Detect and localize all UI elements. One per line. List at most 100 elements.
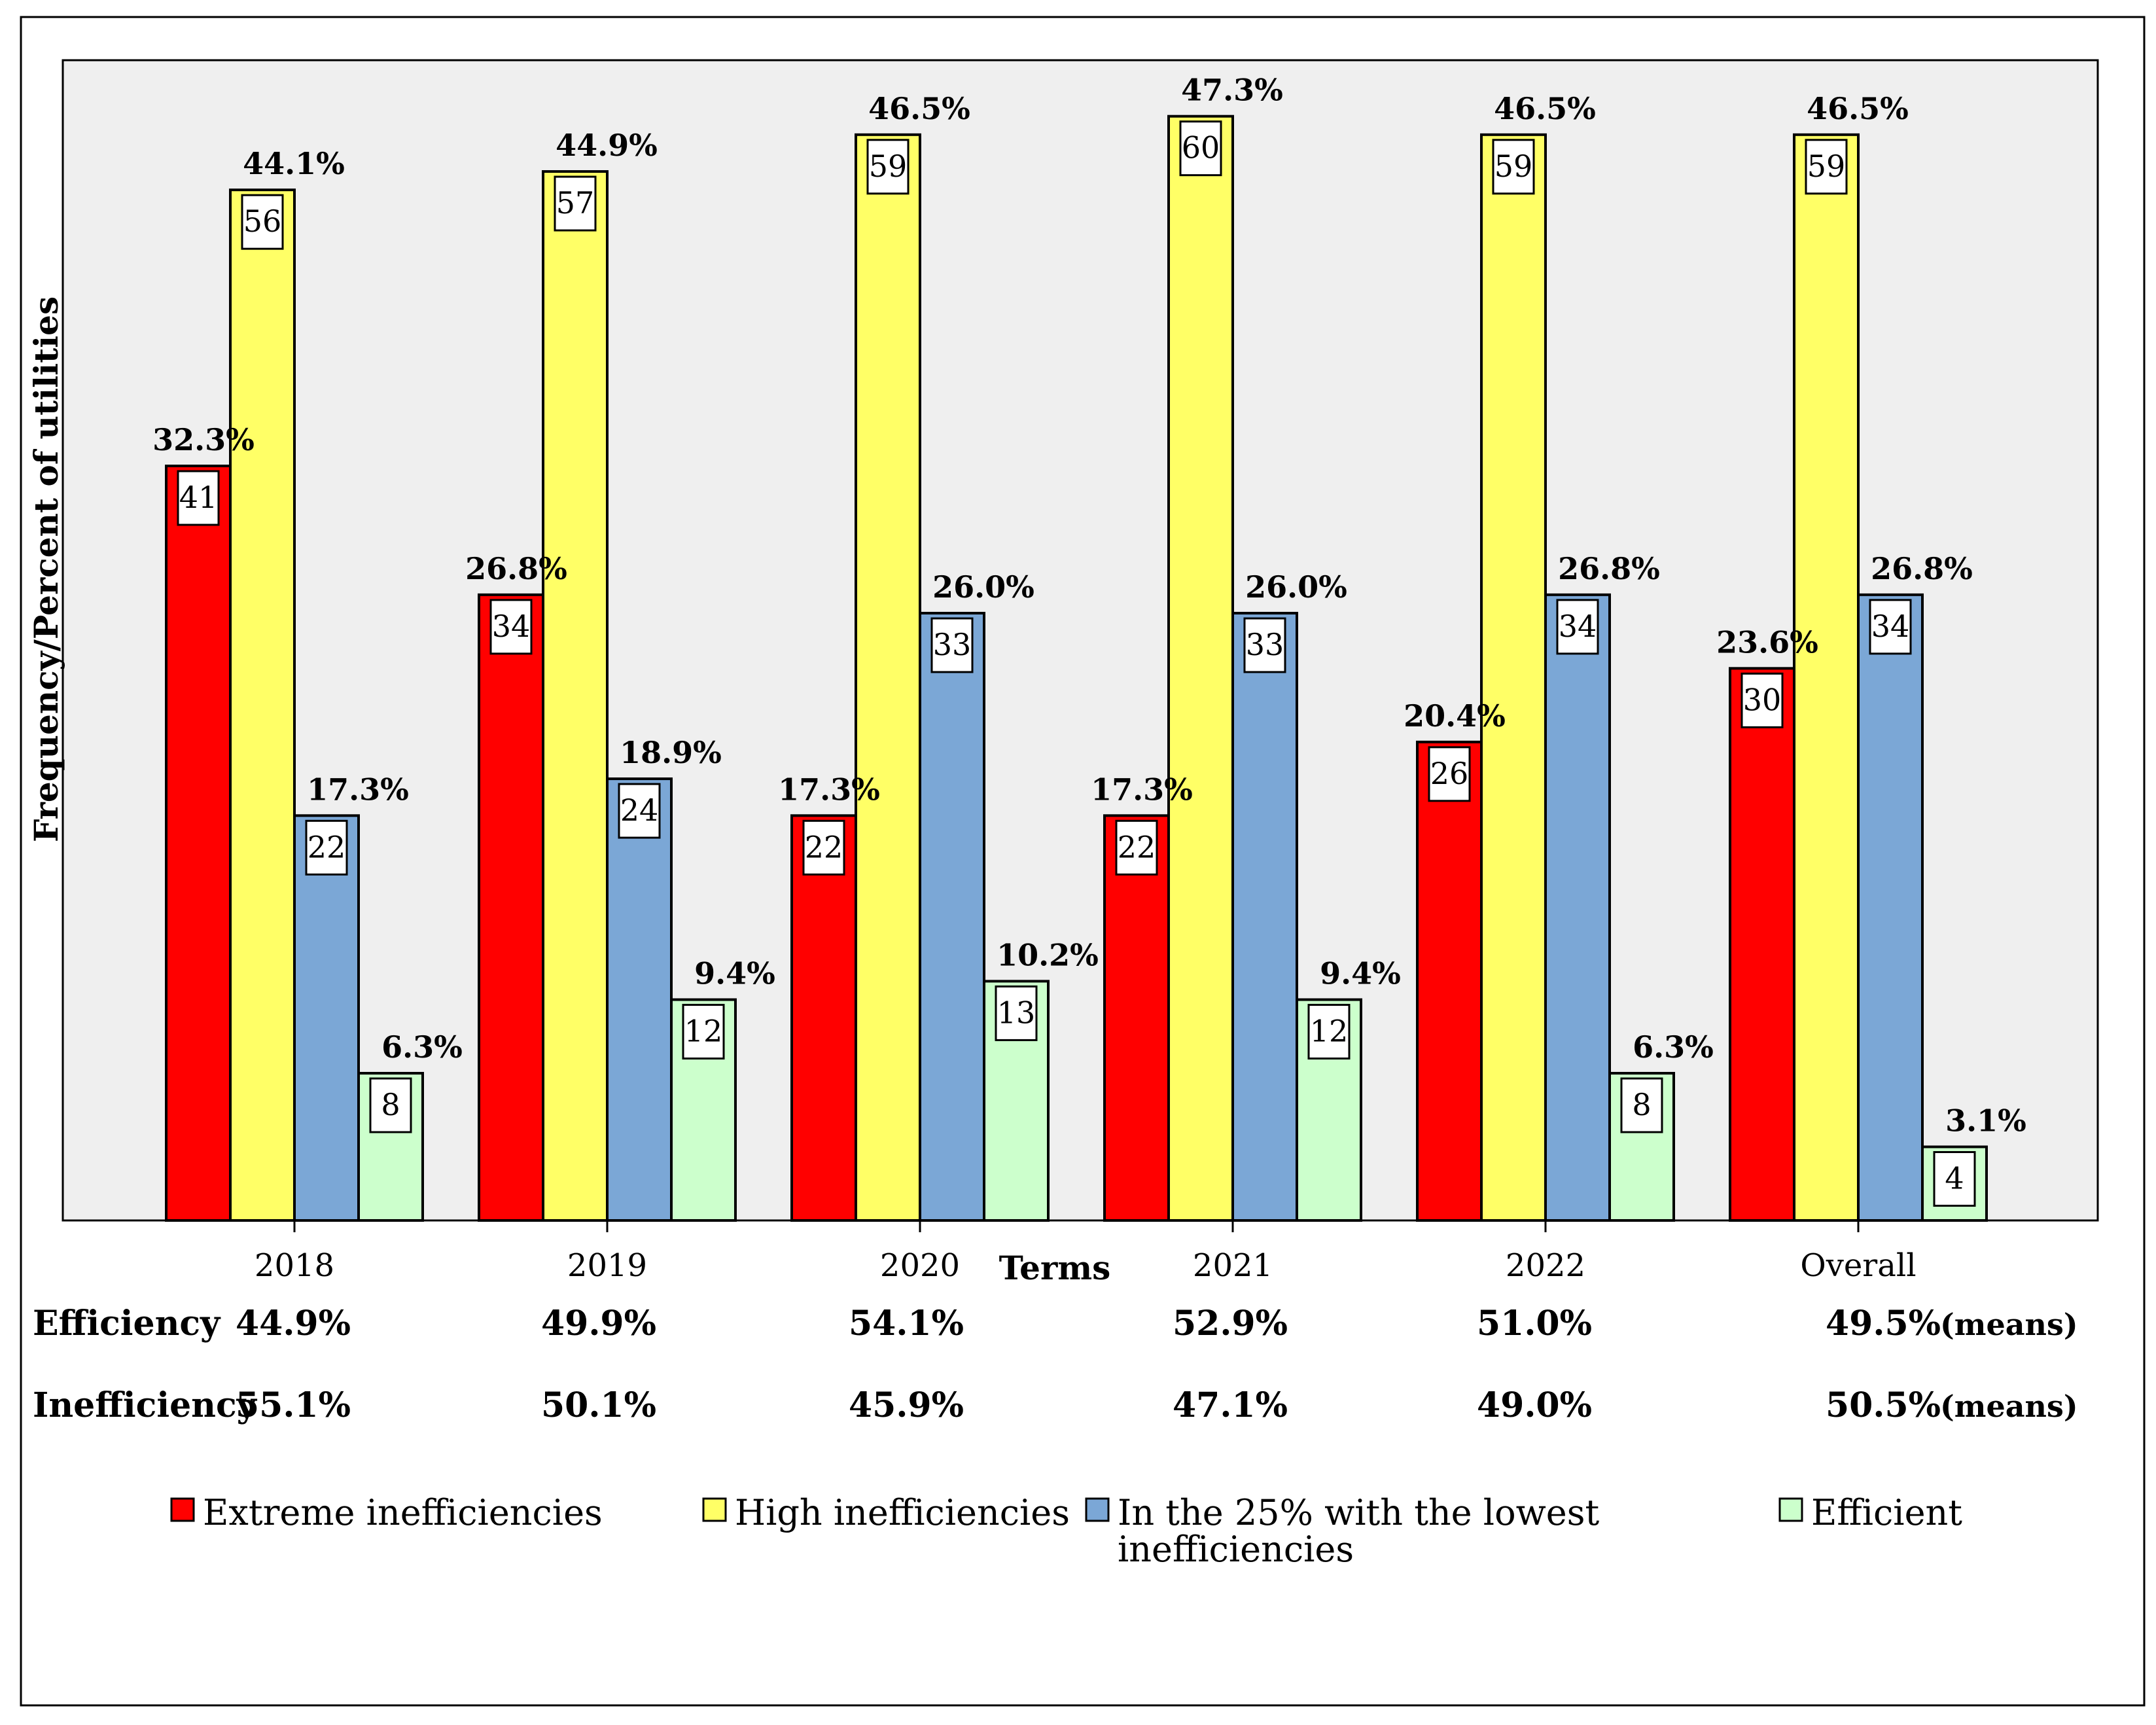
bar <box>1729 667 1795 1222</box>
summary-value: 47.1% <box>1173 1385 1288 1425</box>
count-label-box <box>305 819 348 876</box>
percent-label: 9.4% <box>694 956 775 991</box>
percent-label: 46.5% <box>1807 91 1909 126</box>
legend-swatch <box>702 1497 727 1522</box>
x-axis-ticks: 2018 2019 2020 2021 2022 Overall <box>255 1220 1917 1284</box>
percent-label: 26.0% <box>932 569 1034 605</box>
legend-swatch <box>1778 1497 1803 1522</box>
percent-label: 17.3% <box>307 772 409 807</box>
bar <box>542 170 609 1222</box>
x-tick-label: 2021 <box>1193 1247 1273 1284</box>
bar <box>1793 133 1860 1222</box>
summary-value: 44.9% <box>236 1304 351 1343</box>
count-label: 33 <box>933 627 972 662</box>
bar <box>478 593 544 1222</box>
summary-value: 55.1% <box>236 1385 351 1425</box>
summary-table: Efficiency 44.9% 49.9% 54.1% 52.9% 51.0% 49.5%… <box>33 1304 2078 1425</box>
legend-swatch <box>1085 1497 1110 1522</box>
count-label-box <box>930 617 974 673</box>
percent-label: 44.9% <box>556 128 658 163</box>
percent-label: 9.4% <box>1320 956 1401 991</box>
summary-value: 50.5% <box>1826 1385 1941 1425</box>
summary-suffix: (means) <box>1940 1307 2078 1342</box>
count-label-box <box>1741 672 1784 728</box>
count-label: 34 <box>492 609 531 644</box>
bar <box>1103 814 1170 1222</box>
count-label: 8 <box>381 1087 400 1122</box>
count-label: 22 <box>1118 829 1156 864</box>
percent-label: 26.8% <box>465 551 567 586</box>
count-label: 4 <box>1945 1161 1964 1196</box>
count-label-box <box>1492 139 1535 195</box>
percent-label: 6.3% <box>381 1029 463 1065</box>
count-label-box <box>866 139 910 195</box>
percent-label: 6.3% <box>1633 1029 1714 1065</box>
count-label: 33 <box>1246 627 1284 662</box>
count-label-box <box>177 470 220 526</box>
percent-label: 18.9% <box>620 735 722 770</box>
summary-value: 50.1% <box>541 1385 656 1425</box>
percent-label: 46.5% <box>1494 91 1596 126</box>
summary-value: 49.5% <box>1826 1304 1941 1343</box>
count-label-box <box>369 1077 412 1133</box>
summary-suffix: (means) <box>1940 1389 2078 1424</box>
count-label: 59 <box>1807 149 1846 184</box>
summary-value: 49.9% <box>541 1304 656 1343</box>
percent-label: 47.3% <box>1181 73 1283 108</box>
count-label: 59 <box>869 149 908 184</box>
summary-value: 45.9% <box>849 1385 964 1425</box>
legend-label: Extreme inefficiencies <box>203 1492 603 1533</box>
count-label: 12 <box>1310 1014 1349 1049</box>
labels-layer: 41 32.3% 56 44.1% 22 17.3% 8 6.3% 34 26.8% 57 44.9%… <box>152 73 2026 1207</box>
percent-label: 20.4% <box>1404 698 1506 734</box>
count-label-box <box>1243 617 1286 673</box>
percent-label: 10.2% <box>997 937 1099 972</box>
count-label-box <box>1933 1151 1976 1207</box>
bar <box>855 133 921 1222</box>
bar <box>293 814 360 1222</box>
count-label-box <box>682 1004 725 1060</box>
y-axis-label: Frequency/Percent of utilities <box>27 296 65 842</box>
count-label: 30 <box>1743 682 1782 717</box>
count-label: 56 <box>243 204 282 239</box>
legend-label: In the 25% with the lowest <box>1118 1492 1599 1533</box>
summary-value: 49.0% <box>1477 1385 1592 1425</box>
percent-label: 44.1% <box>243 146 345 181</box>
count-label-box <box>1179 120 1222 177</box>
percent-label: 46.5% <box>868 91 970 126</box>
count-label: 60 <box>1182 130 1220 166</box>
legend-swatch <box>170 1497 195 1522</box>
bar <box>1544 593 1611 1222</box>
percent-label: 17.3% <box>778 772 880 807</box>
x-axis-label: Terms <box>999 1249 1111 1287</box>
bar <box>1857 593 1924 1222</box>
count-label: 13 <box>997 995 1036 1030</box>
count-label-box <box>489 599 533 655</box>
x-tick-label: 2018 <box>255 1247 334 1284</box>
legend: Extreme inefficiencies High inefficiencie… <box>170 1492 1962 1570</box>
bar <box>1167 115 1234 1222</box>
summary-row-label: Inefficiency <box>33 1385 258 1425</box>
count-label-box <box>1115 819 1158 876</box>
count-label: 41 <box>179 480 218 515</box>
bar <box>165 465 232 1222</box>
summary-value: 51.0% <box>1477 1304 1592 1343</box>
bar <box>1416 740 1483 1222</box>
bar <box>1231 611 1298 1222</box>
percent-label: 26.8% <box>1871 551 1973 586</box>
count-label-box <box>241 194 284 250</box>
x-tick-label: 2020 <box>880 1247 960 1284</box>
percent-label: 17.3% <box>1091 772 1193 807</box>
count-label: 12 <box>684 1014 723 1049</box>
bar <box>790 814 857 1222</box>
x-tick-label: Overall <box>1800 1247 1916 1284</box>
bar <box>606 777 673 1222</box>
percent-label: 3.1% <box>1945 1103 2026 1139</box>
count-label: 8 <box>1632 1087 1651 1122</box>
count-label: 34 <box>1871 609 1910 644</box>
count-label: 22 <box>805 829 843 864</box>
count-label-box <box>1620 1077 1663 1133</box>
count-label-box <box>1307 1004 1351 1060</box>
legend-label: inefficiencies <box>1118 1529 1354 1570</box>
